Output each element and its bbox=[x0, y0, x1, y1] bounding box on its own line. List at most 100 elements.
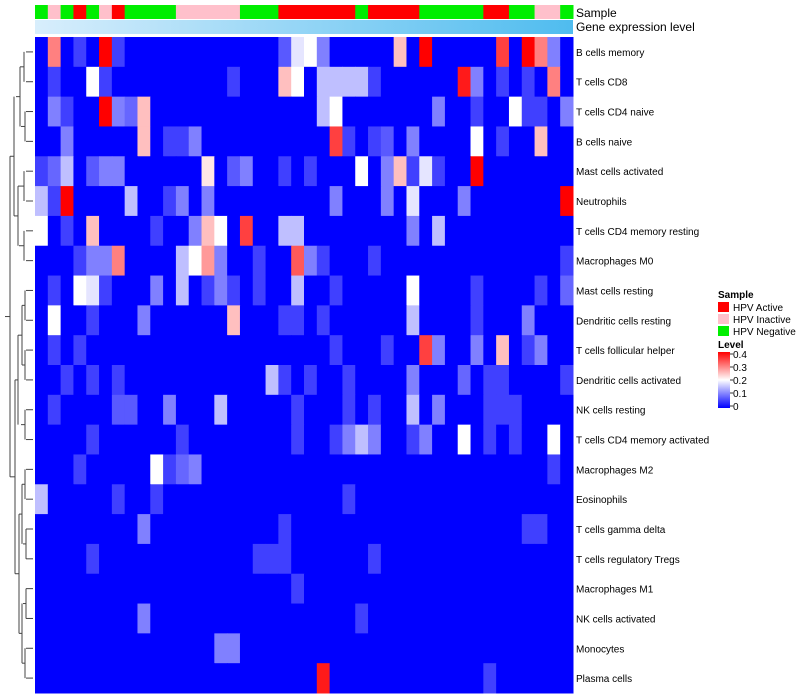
heatmap-cell bbox=[470, 633, 484, 664]
heatmap-cell bbox=[432, 424, 446, 455]
heatmap-cell bbox=[521, 633, 536, 664]
heatmap-cell bbox=[291, 543, 305, 575]
heatmap-cell bbox=[380, 543, 395, 575]
heatmap-cell bbox=[265, 245, 279, 277]
heatmap-cell bbox=[368, 305, 382, 336]
heatmap-cell bbox=[47, 543, 62, 575]
heatmap-cell bbox=[227, 186, 241, 217]
heatmap-cell bbox=[457, 215, 472, 247]
heatmap-cell bbox=[470, 275, 484, 306]
heatmap-cell bbox=[73, 215, 87, 247]
heatmap-cell bbox=[163, 394, 177, 426]
heatmap-cell bbox=[175, 96, 190, 127]
heatmap-cell bbox=[73, 424, 87, 455]
heatmap-cell bbox=[227, 245, 241, 277]
heatmap-cell bbox=[547, 394, 561, 426]
heatmap-cell bbox=[60, 156, 74, 187]
heatmap-cell bbox=[150, 573, 164, 605]
heatmap-cell bbox=[342, 633, 356, 664]
heatmap-cell bbox=[304, 484, 318, 515]
heatmap-cell bbox=[175, 335, 190, 366]
heatmap-cell bbox=[239, 394, 254, 426]
heatmap-cell bbox=[393, 663, 407, 694]
heatmap-cell bbox=[175, 156, 190, 187]
heatmap-cell bbox=[393, 543, 407, 575]
heatmap-cell bbox=[547, 454, 561, 485]
heatmap-cell bbox=[534, 543, 548, 575]
heatmap-cell bbox=[304, 663, 318, 694]
heatmap-cell bbox=[99, 156, 113, 187]
heatmap-cell bbox=[137, 394, 151, 426]
heatmap-cell bbox=[355, 424, 369, 455]
heatmap-cell bbox=[150, 543, 164, 575]
heatmap-cell bbox=[99, 275, 113, 306]
heatmap-cell bbox=[380, 603, 395, 634]
heatmap-cell bbox=[444, 484, 459, 515]
heatmap-cell bbox=[252, 424, 267, 455]
heatmap-cell bbox=[265, 633, 279, 664]
heatmap-cell bbox=[380, 514, 395, 545]
heatmap-cell bbox=[547, 603, 561, 634]
heatmap-cell bbox=[86, 365, 100, 396]
heatmap-cell bbox=[201, 156, 215, 187]
heatmap-cell bbox=[406, 663, 420, 694]
heatmap-cell bbox=[291, 663, 305, 694]
heatmap-cell bbox=[419, 66, 433, 98]
gene-expression-track-label: Gene expression level bbox=[576, 20, 695, 34]
heatmap-cell bbox=[457, 37, 472, 68]
heatmap-cell bbox=[163, 573, 177, 605]
heatmap-cell bbox=[86, 394, 100, 426]
heatmap-cell bbox=[265, 156, 279, 187]
heatmap-cell bbox=[406, 484, 420, 515]
heatmap-cell bbox=[304, 365, 318, 396]
heatmap-cell bbox=[316, 156, 331, 187]
heatmap-cell bbox=[291, 603, 305, 634]
heatmap-cell bbox=[35, 484, 49, 515]
heatmap-cell bbox=[329, 126, 343, 157]
heatmap-cell bbox=[188, 484, 203, 515]
legend-sample-title: Sample bbox=[718, 290, 754, 301]
heatmap-cell bbox=[534, 514, 548, 545]
heatmap-cell bbox=[355, 633, 369, 664]
heatmap-cell bbox=[150, 454, 164, 485]
heatmap-cell bbox=[316, 603, 331, 634]
heatmap-cell bbox=[534, 603, 548, 634]
heatmap-cell bbox=[329, 543, 343, 575]
heatmap-cell bbox=[329, 633, 343, 664]
heatmap-cell bbox=[470, 215, 484, 247]
heatmap-cell bbox=[35, 514, 49, 545]
heatmap-cell bbox=[60, 275, 74, 306]
heatmap-cell bbox=[368, 514, 382, 545]
sample-annotation-cell bbox=[380, 5, 395, 19]
heatmap-cell bbox=[291, 275, 305, 306]
heatmap-cell bbox=[547, 573, 561, 605]
row-label: Mast cells activated bbox=[576, 167, 663, 178]
heatmap-cell bbox=[150, 245, 164, 277]
heatmap-cell bbox=[380, 484, 395, 515]
heatmap-cell bbox=[406, 215, 420, 247]
heatmap-cell bbox=[239, 96, 254, 127]
heatmap-cell bbox=[547, 424, 561, 455]
heatmap-cell bbox=[227, 126, 241, 157]
heatmap-cell bbox=[355, 454, 369, 485]
heatmap-cell bbox=[521, 335, 536, 366]
heatmap-cell bbox=[252, 66, 267, 98]
heatmap-cell bbox=[432, 96, 446, 127]
heatmap-cell bbox=[47, 424, 62, 455]
heatmap-cell bbox=[547, 335, 561, 366]
heatmap-cell bbox=[201, 663, 215, 694]
heatmap-cell bbox=[291, 633, 305, 664]
heatmap-cell bbox=[419, 424, 433, 455]
heatmap-cell bbox=[60, 663, 74, 694]
heatmap-cell bbox=[316, 275, 331, 306]
heatmap-cell bbox=[329, 96, 343, 127]
heatmap-cell bbox=[111, 37, 126, 68]
heatmap-cell bbox=[355, 126, 369, 157]
heatmap-cell bbox=[304, 186, 318, 217]
heatmap-cell bbox=[521, 573, 536, 605]
heatmap-cell bbox=[534, 66, 548, 98]
heatmap-cell bbox=[214, 66, 228, 98]
heatmap-cell bbox=[521, 275, 536, 306]
legend-entry-label: HPV Active bbox=[733, 303, 783, 314]
